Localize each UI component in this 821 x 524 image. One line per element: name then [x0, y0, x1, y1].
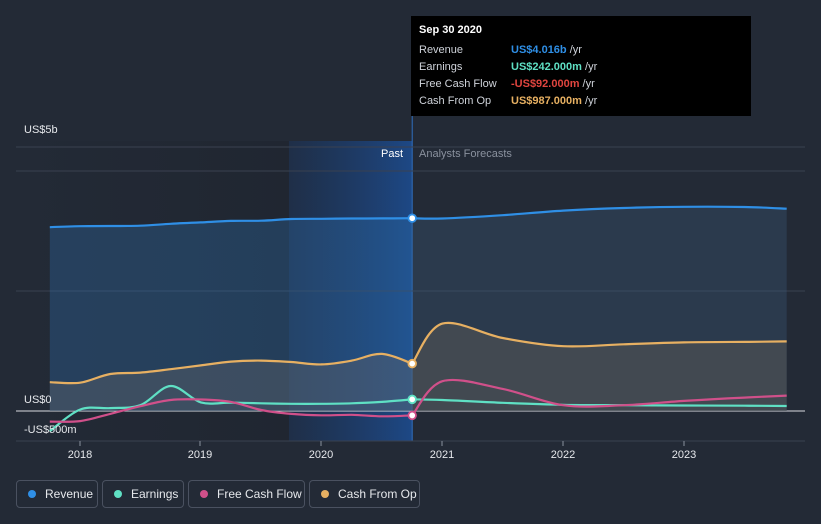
revenue-marker: [407, 213, 417, 223]
free-cash-flow-marker: [407, 410, 417, 421]
tooltip-row-earnings: Earnings US$242.000m /yr: [419, 59, 743, 76]
revenue-forecast-line: [412, 205, 787, 220]
tooltip: Sep 30 2020 Revenue US$4.016b /yr Earning…: [411, 16, 751, 116]
tooltip-unit: /yr: [581, 95, 598, 107]
legend-label: Revenue: [45, 487, 94, 501]
tooltip-label: Free Cash Flow: [419, 78, 497, 90]
tooltip-value: US$4.016b: [511, 44, 567, 56]
legend-item-cash-from-op[interactable]: Cash From Op: [309, 480, 420, 508]
tooltip-unit: /yr: [566, 44, 582, 56]
past-label: Past: [381, 148, 403, 160]
tooltip-unit: /yr: [579, 78, 595, 90]
legend-label: Cash From Op: [338, 487, 417, 501]
cash-from-op-marker: [407, 358, 417, 369]
legend-dot-icon: [321, 490, 329, 498]
tooltip-label: Cash From Op: [419, 95, 492, 107]
x-tick-label-2021: 2021: [430, 449, 454, 461]
free-cash-flow-line: [49, 398, 413, 423]
earnings-forecast-line: [412, 398, 787, 408]
tooltip-row-revenue: Revenue US$4.016b /yr: [419, 42, 743, 59]
cash-from-op-line: [49, 352, 413, 385]
cash-from-op-forecast-line: [411, 321, 787, 365]
free-cash-flow-forecast-line: [411, 378, 787, 417]
x-tick-label-2018: 2018: [68, 449, 92, 461]
y-tick-label-0: US$0: [24, 394, 52, 406]
x-tick-label-2020: 2020: [309, 449, 333, 461]
tooltip-value: US$242.000m: [511, 61, 582, 73]
legend-item-revenue[interactable]: Revenue: [16, 480, 98, 508]
legend-dot-icon: [28, 490, 36, 498]
legend-dot-icon: [200, 490, 208, 498]
legend-item-earnings[interactable]: Earnings: [102, 480, 184, 508]
cash-from-op-past-area: [49, 353, 413, 411]
tooltip-label: Revenue: [419, 44, 464, 56]
y-tick-label-neg500m: -US$500m: [24, 424, 77, 436]
legend-item-free-cash-flow[interactable]: Free Cash Flow: [188, 480, 305, 508]
x-tick-label-2023: 2023: [672, 449, 696, 461]
tooltip-date: Sep 30 2020: [419, 24, 482, 36]
tooltip-row-free-cash-flow: Free Cash Flow -US$92.000m /yr: [419, 76, 743, 93]
legend-label: Free Cash Flow: [217, 487, 302, 501]
tooltip-value: -US$92.000m: [511, 78, 580, 90]
tooltip-label: Earnings: [419, 61, 463, 73]
tooltip-value: US$987.000m: [511, 95, 582, 107]
earnings-marker: [407, 394, 417, 405]
x-tick-label-2019: 2019: [188, 449, 212, 461]
legend-label: Earnings: [131, 487, 179, 501]
forecast-label: Analysts Forecasts: [419, 148, 512, 160]
tooltip-unit: /yr: [581, 61, 598, 73]
x-tick-label-2022: 2022: [551, 449, 575, 461]
tooltip-row-cash-from-op: Cash From Op US$987.000m /yr: [419, 93, 743, 110]
revenue-line: [49, 217, 413, 229]
revenue-past-area: [49, 218, 413, 411]
legend-dot-icon: [114, 490, 122, 498]
y-tick-label-5b: US$5b: [24, 124, 58, 136]
